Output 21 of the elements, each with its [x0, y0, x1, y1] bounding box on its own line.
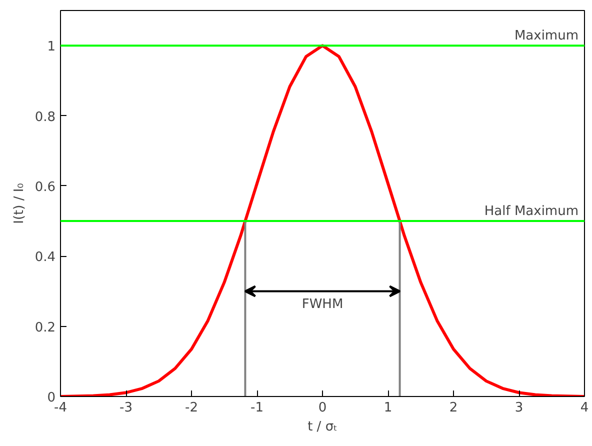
line-series: [60, 44, 584, 396]
x-tick-label: 0: [318, 400, 327, 416]
y-tick-label: 1: [47, 40, 56, 55]
y-axis-title: I(t) / I₀: [12, 183, 27, 224]
x-tick-label: -4: [54, 400, 67, 416]
annotation: FWHM: [302, 297, 344, 312]
y-tick-label: 0.2: [34, 320, 56, 336]
x-tick-label: -1: [250, 400, 264, 416]
ref-line-label: Half Maximum: [484, 204, 579, 220]
y-tick-label: 0.4: [34, 250, 56, 266]
y-tick-label: 0: [47, 390, 56, 406]
x-tick-label: 3: [514, 400, 524, 416]
x-tick-label: -3: [120, 400, 132, 416]
x-tick-label: 4: [580, 400, 589, 416]
x-axis-title: t / σₜ: [308, 420, 338, 434]
y-tick-label: 0.6: [34, 180, 56, 195]
y-tick-label: 0.8: [34, 110, 56, 125]
x-tick-label: 1: [384, 400, 392, 416]
x-tick-label: -2: [185, 400, 198, 416]
x-tick-label: 2: [449, 400, 458, 416]
ref-line-label: Maximum: [514, 28, 579, 44]
